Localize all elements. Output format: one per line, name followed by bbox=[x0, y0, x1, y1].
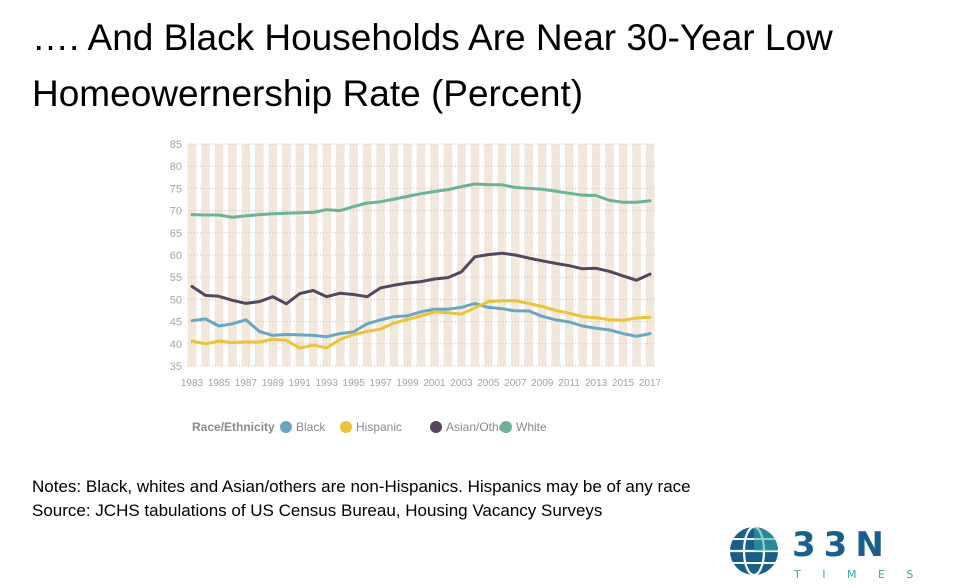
year-band-2004 bbox=[470, 144, 480, 366]
globe-icon bbox=[730, 525, 778, 577]
notes-text: Notes: Black, whites and Asian/others ar… bbox=[32, 477, 691, 496]
year-band-1990 bbox=[281, 144, 291, 366]
x-tick-label: 2011 bbox=[558, 378, 580, 389]
legend-item-hispanic: Hispanic bbox=[340, 420, 402, 434]
x-tick-label: 1985 bbox=[208, 378, 231, 389]
x-tick-label: 2015 bbox=[612, 378, 635, 389]
year-band-2010 bbox=[551, 144, 561, 366]
year-band-2012 bbox=[578, 144, 587, 366]
y-tick-label: 40 bbox=[170, 339, 182, 351]
chart-legend: Race/Ethnicity Black Hispanic Asian/Other W… bbox=[192, 420, 547, 434]
x-tick-label: 2001 bbox=[423, 378, 446, 389]
y-tick-label: 80 bbox=[170, 161, 182, 173]
x-tick-label: 2017 bbox=[639, 378, 660, 389]
year-band-1996 bbox=[362, 144, 372, 366]
year-band-2014 bbox=[605, 144, 614, 366]
title-line-1: …. And Black Households Are Near 30-Year… bbox=[32, 17, 833, 58]
x-tick-label: 2007 bbox=[504, 378, 527, 389]
series-line-black bbox=[190, 301, 652, 339]
year-band-2006 bbox=[497, 144, 507, 366]
legend-label-white: White bbox=[516, 420, 547, 434]
x-tick-label: 1991 bbox=[289, 378, 312, 389]
y-tick-label: 50 bbox=[170, 294, 182, 306]
y-tick-label: 85 bbox=[170, 139, 182, 151]
year-band-2016 bbox=[632, 144, 641, 366]
legend-item-white: White bbox=[500, 420, 547, 434]
logo-subtitle: T I M E S bbox=[793, 568, 922, 581]
x-tick-label: 2003 bbox=[450, 378, 473, 389]
x-tick-label: 1983 bbox=[181, 378, 204, 389]
legend-swatch-asian-other bbox=[430, 421, 442, 433]
legend-swatch-white bbox=[500, 421, 512, 433]
legend-item-asian-other: Asian/Other bbox=[430, 420, 509, 434]
y-tick-label: 75 bbox=[170, 183, 182, 195]
year-band-1988 bbox=[255, 144, 264, 366]
legend-title: Race/Ethnicity bbox=[192, 420, 275, 434]
series-lines bbox=[190, 182, 652, 350]
series-line-asian-other bbox=[190, 251, 652, 306]
y-axis: 35 40 45 50 55 60 65 70 75 80 85 bbox=[170, 139, 182, 373]
bbn-times-logo: 33N T I M E S bbox=[730, 525, 922, 581]
x-tick-label: 1987 bbox=[235, 378, 258, 389]
legend-swatch-black bbox=[280, 421, 292, 433]
legend-label-black: Black bbox=[296, 420, 326, 434]
x-tick-label: 1997 bbox=[369, 378, 392, 389]
y-tick-label: 35 bbox=[170, 361, 182, 373]
source-text: Source: JCHS tabulations of US Census Bu… bbox=[32, 501, 603, 520]
title-line-2: Homeowernership Rate (Percent) bbox=[32, 73, 584, 114]
y-tick-label: 60 bbox=[170, 250, 182, 262]
year-band-2002 bbox=[443, 144, 453, 366]
year-band-1986 bbox=[228, 144, 237, 366]
y-tick-label: 45 bbox=[170, 317, 182, 329]
y-tick-label: 65 bbox=[170, 228, 182, 240]
series-line-white bbox=[190, 182, 652, 219]
series-line-hispanic bbox=[190, 299, 652, 350]
legend-label-hispanic: Hispanic bbox=[356, 420, 402, 434]
x-axis: 1983 1985 1987 1989 1991 1993 1995 1997 1999 2001… bbox=[181, 378, 660, 389]
x-tick-label: 2009 bbox=[531, 378, 554, 389]
x-tick-label: 2005 bbox=[477, 378, 500, 389]
year-band-1984 bbox=[201, 144, 210, 366]
chart-title: …. And Black Households Are Near 30-Year… bbox=[32, 10, 962, 122]
logo-wordmark: 33N bbox=[792, 525, 892, 565]
year-band-2008 bbox=[524, 144, 534, 366]
year-band-2000 bbox=[416, 144, 426, 366]
x-tick-label: 1995 bbox=[343, 378, 366, 389]
y-tick-label: 55 bbox=[170, 272, 182, 284]
year-band-1998 bbox=[389, 144, 399, 366]
year-band-1992 bbox=[308, 144, 318, 366]
x-tick-label: 2013 bbox=[585, 378, 608, 389]
year-band-1994 bbox=[335, 144, 345, 366]
x-tick-label: 1989 bbox=[262, 378, 285, 389]
y-tick-label: 70 bbox=[170, 206, 182, 218]
legend-item-black: Black bbox=[280, 420, 326, 434]
x-tick-label: 1999 bbox=[396, 378, 419, 389]
chart-notes: Notes: Black, whites and Asian/others ar… bbox=[32, 475, 691, 523]
legend-swatch-hispanic bbox=[340, 421, 352, 433]
x-tick-label: 1993 bbox=[316, 378, 339, 389]
legend-label-asian-other: Asian/Other bbox=[446, 420, 509, 434]
